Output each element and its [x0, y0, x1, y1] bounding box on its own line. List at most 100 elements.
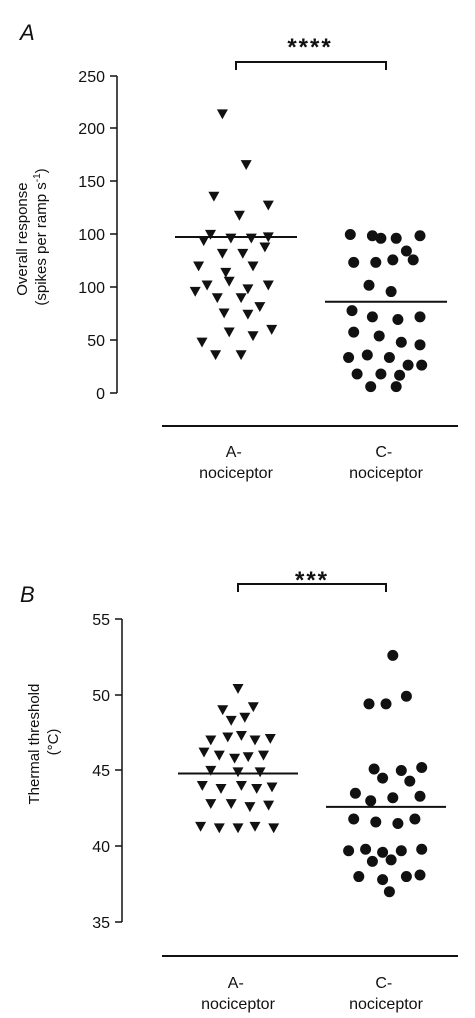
panel-b-triangle-point [205, 735, 217, 746]
panel-a-triangle-point [242, 309, 254, 320]
panel-b-ytick-label: 55 [92, 612, 110, 629]
panel-a-circle-point [363, 279, 375, 291]
panel-b-triangle-point [198, 747, 210, 758]
panel-b-triangle-point [239, 712, 251, 723]
panel-b-triangle-point [232, 823, 244, 834]
panel-a-circle-point [370, 256, 382, 268]
panel-a: A **** Overall response (spikes per ramp… [14, 20, 458, 482]
panel-b-category-1-line1: A- [228, 975, 244, 992]
panel-a-circle-point [394, 369, 406, 381]
panel-a-triangle-point [245, 233, 257, 244]
panel-b-circle-point [366, 855, 378, 867]
panel-b-triangle-point [251, 784, 263, 794]
panel-a-circle-point [402, 359, 414, 371]
panel-a-ytick-label: 200 [78, 121, 105, 138]
panel-a-triangle-point [218, 308, 230, 319]
panel-a-triangle-point [205, 229, 216, 240]
panel-b-triangle-point [244, 802, 256, 813]
panel-a-triangle-point [225, 233, 237, 244]
panel-b-circle-point [360, 843, 372, 855]
panel-a-ylabel: Overall response (spikes per ramp s-1) [14, 168, 50, 305]
panel-a-circle-point [375, 232, 387, 244]
panel-a-circle-point [343, 351, 355, 363]
panel-b-significance: *** [295, 567, 329, 594]
panel-b-ylabel: Thermal threshold (°C) [26, 679, 62, 804]
panel-a-triangle-point [201, 280, 213, 291]
panel-b-triangle-point [232, 684, 244, 694]
panel-b-category-1-line2: nociceptor [201, 996, 275, 1013]
panel-b-triangle-point [195, 821, 207, 832]
panel-a-category-1-line2: nociceptor [199, 465, 273, 482]
panel-b-ylabel-line1: Thermal threshold [26, 684, 43, 805]
panel-b-ytick-label: 40 [92, 839, 110, 856]
panel-b-triangle-point [258, 750, 269, 761]
panel-a-circle-point [383, 351, 395, 363]
panel-a-circle-point [385, 286, 397, 298]
panel-b-triangle-point [247, 702, 259, 713]
panel-b-triangle-point [205, 765, 217, 776]
panel-a-triangle-point [247, 261, 259, 272]
panel-a-triangle-point [235, 293, 247, 304]
panel-b-circle-point [404, 775, 416, 787]
panel-b-circle-point [409, 813, 421, 825]
panel-a-circle-point [348, 326, 360, 338]
panel-b-triangle-point [222, 732, 234, 743]
panel-b-triangle-point [235, 780, 247, 791]
panel-a-triangle-point [254, 302, 266, 313]
panel-b-triangle-point [249, 735, 261, 746]
panel-a-triangle-point [208, 191, 220, 202]
panel-a-triangle-point [220, 267, 232, 278]
panel-a-triangle-point [189, 286, 201, 297]
panel-b-triangle-point [213, 750, 225, 761]
panel-a-category-1: A- nociceptor [199, 444, 273, 482]
panel-a-triangle-point [266, 324, 278, 335]
panel-a-ylabel-line2-sup: -1 [32, 173, 43, 182]
panel-a-ylabel-line2-end: ) [33, 168, 50, 173]
panel-b-triangle-point [232, 767, 244, 778]
panel-a-circle-point [390, 381, 402, 393]
panel-b-triangle-point [242, 752, 254, 763]
panel-b-data [178, 649, 446, 898]
panel-b-circle-point [353, 871, 365, 883]
panel-b-circle-point [383, 886, 395, 898]
panel-a-circle-point [366, 311, 378, 323]
panel-b-triangle-point [229, 753, 241, 764]
panel-a-circle-point [344, 229, 356, 240]
panel-b-triangle-point [268, 823, 280, 834]
panel-b: B *** Thermal threshold (°C) 3540455055 … [20, 567, 458, 1013]
panel-b-circle-point [380, 698, 392, 710]
panel-b-circle-point [343, 845, 355, 857]
panel-a-circle-point [366, 230, 378, 242]
panel-b-letter: B [20, 582, 35, 607]
panel-a-circle-point [387, 254, 399, 266]
panel-a-ylabel-line2: (spikes per ramp s-1) [32, 168, 50, 305]
panel-a-letter: A [18, 20, 35, 45]
panel-a-triangle-point [198, 236, 210, 247]
panel-a-circle-point [414, 230, 426, 242]
panel-b-triangle-point [215, 784, 227, 794]
panel-a-triangle-point [210, 350, 222, 361]
panel-a-ytick-label: 100 [78, 280, 105, 297]
panel-b-circle-point [395, 845, 407, 857]
panel-a-circle-point [348, 256, 360, 268]
panel-a-triangle-point [223, 276, 235, 287]
panel-a-y-ticks: 0 50 100 100 150 200 250 [78, 69, 117, 403]
panel-b-circle-point [387, 792, 399, 804]
panel-b-triangle-point [235, 730, 247, 741]
panel-a-triangle-point [223, 327, 235, 338]
panel-a-ylabel-line1: Overall response [14, 182, 31, 295]
panel-b-triangle-point [264, 734, 276, 744]
panel-b-category-2: C- nociceptor [349, 975, 423, 1013]
panel-b-circle-point [377, 874, 389, 886]
panel-a-ytick-label: 0 [96, 386, 105, 403]
panel-a-significance: **** [287, 34, 332, 61]
panel-a-triangle-point [211, 293, 223, 304]
panel-b-triangle-point [205, 799, 217, 810]
panel-a-ylabel-line2-main: (spikes per ramp s [33, 182, 50, 305]
panel-b-category-1: A- nociceptor [201, 975, 275, 1013]
panel-a-triangle-point [240, 160, 252, 170]
panel-b-circle-point [414, 869, 426, 881]
panel-a-category-2: C- nociceptor [349, 444, 423, 482]
panel-a-category-2-line1: C- [375, 444, 392, 461]
